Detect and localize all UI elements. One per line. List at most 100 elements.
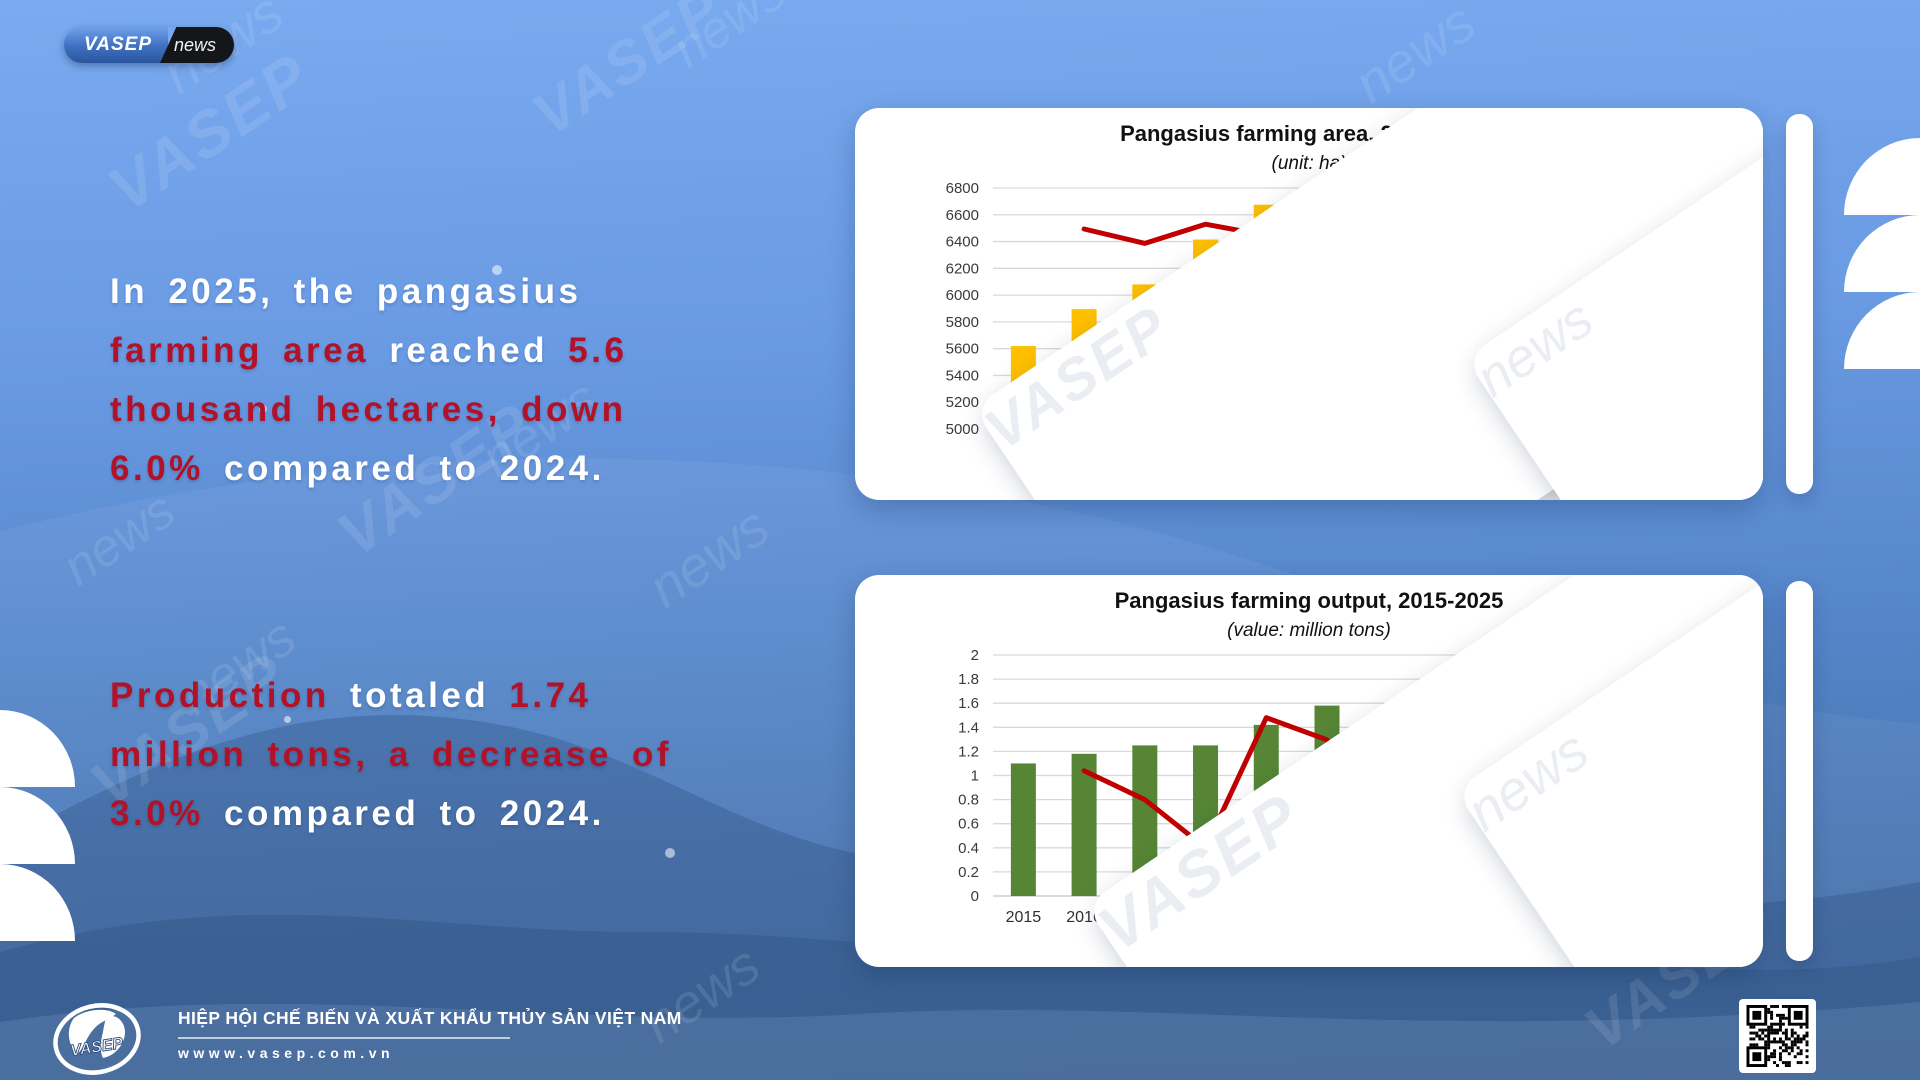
svg-text:1: 1: [971, 768, 979, 785]
headline-span: 6.0%: [110, 449, 224, 488]
svg-text:-0.1: -0.1: [1679, 341, 1705, 358]
svg-text:0.1: 0.1: [1679, 743, 1700, 760]
svg-text:2: 2: [971, 647, 979, 664]
svg-text:2024: 2024: [1552, 442, 1588, 459]
vasep-news-badge: VASEP news: [64, 27, 235, 63]
svg-text:5600: 5600: [946, 341, 979, 358]
svg-text:1.2: 1.2: [958, 743, 979, 760]
svg-text:2025: 2025: [1613, 909, 1649, 926]
svg-text:2022: 2022: [1431, 442, 1467, 459]
card-edge-sliver: [1786, 581, 1813, 961]
svg-text:0.05: 0.05: [1679, 792, 1708, 809]
svg-text:2021: 2021: [1370, 909, 1406, 926]
headline-line: thousand hectares, down: [110, 380, 627, 439]
y-axis-left-labels: 2 1.8 1.6 1.4 1.2 1 0.8 0.6 0.4 0.2 0: [958, 647, 979, 905]
svg-text:1.4: 1.4: [958, 719, 979, 736]
headline-span: totaled: [349, 676, 510, 715]
qr-code: [1739, 999, 1816, 1073]
svg-text:0.15: 0.15: [1679, 695, 1708, 712]
headline-line: Production totaled 1.74: [110, 666, 672, 725]
svg-text:6600: 6600: [946, 207, 979, 224]
svg-text:0.05: 0.05: [1679, 220, 1708, 237]
svg-text:2016: 2016: [1066, 442, 1102, 459]
badge-suffix: news: [160, 27, 235, 63]
svg-text:2019: 2019: [1248, 909, 1284, 926]
headline-line: million tons, a decrease of: [110, 725, 672, 784]
y-axis-left-labels: 6800 6600 6400 6200 6000 5800 5600 5400 5200 5000: [946, 180, 979, 438]
svg-text:1.8: 1.8: [958, 671, 979, 688]
svg-text:2015: 2015: [1006, 909, 1042, 926]
svg-text:2021: 2021: [1370, 442, 1406, 459]
svg-text:2020: 2020: [1309, 909, 1345, 926]
deco-dot: [284, 716, 291, 723]
association-name: HIỆP HỘI CHẾ BIẾN VÀ XUẤT KHẨU THỦY SẢN …: [178, 1008, 682, 1028]
bars: [1010, 204, 1644, 429]
chart-subtitle: (value: million tons): [1227, 620, 1391, 641]
svg-text:2018: 2018: [1188, 909, 1224, 926]
svg-text:-0.05: -0.05: [1679, 888, 1713, 905]
legend-label: Growth: [1295, 931, 1345, 948]
x-axis-labels: 2015 2016 2017 2018 2019 2020 2021 2022 2023 2024…: [1006, 909, 1649, 926]
svg-text:2015: 2015: [1006, 442, 1042, 459]
headline-span: Production: [110, 676, 350, 715]
headline-line: 3.0% compared to 2024.: [110, 784, 672, 843]
svg-text:0: 0: [1679, 260, 1687, 277]
farming-output-chart: Pangasius farming output, 2015-2025 (valu…: [958, 588, 1713, 948]
farming-output-chart-card: Pangasius farming output, 2015-2025 (valu…: [855, 575, 1763, 967]
svg-text:2016: 2016: [1066, 909, 1102, 926]
svg-text:1.6: 1.6: [958, 695, 979, 712]
headline-span: compared to 2024.: [224, 449, 605, 488]
card-edge-sliver: [1786, 114, 1813, 494]
website-url: wwww.vasep.com.vn: [178, 1045, 395, 1061]
chart-subtitle: (unit: ha): [1272, 153, 1347, 174]
deco-dot: [259, 405, 267, 413]
footer-divider: [178, 1037, 510, 1039]
svg-text:2019: 2019: [1248, 442, 1284, 459]
svg-text:6400: 6400: [946, 234, 979, 251]
svg-text:5800: 5800: [946, 314, 979, 331]
headline-span: In 2025, the pangasius: [110, 272, 582, 311]
headline-span: 5.6: [568, 331, 628, 370]
headline-farming-area: In 2025, the pangasius farming area reach…: [110, 262, 627, 498]
svg-text:5200: 5200: [946, 394, 979, 411]
svg-text:-0.05: -0.05: [1679, 301, 1713, 318]
svg-text:6800: 6800: [946, 180, 979, 197]
svg-text:2023: 2023: [1491, 909, 1527, 926]
x-axis-labels: 2015 2016 2017 2018 2019 2020 2021 2022 2023 2024…: [1006, 442, 1649, 459]
badge-brand: VASEP: [64, 27, 169, 63]
svg-text:-0.15: -0.15: [1679, 381, 1713, 398]
headline-span: compared to 2024.: [224, 794, 605, 833]
svg-text:0.8: 0.8: [958, 792, 979, 809]
svg-text:5000: 5000: [946, 421, 979, 438]
headline-span: reached: [389, 331, 569, 370]
svg-text:2024: 2024: [1552, 909, 1588, 926]
svg-text:0.2: 0.2: [1679, 647, 1700, 664]
farming-area-chart-card: Pangasius farming area, 2015 - 2025 (unit…: [855, 108, 1763, 500]
headline-line: In 2025, the pangasius: [110, 262, 627, 321]
qr-pattern: [1746, 1005, 1809, 1067]
headline-span: 3.0%: [110, 794, 224, 833]
farming-area-chart: Pangasius farming area, 2015 - 2025 (unit…: [946, 121, 1714, 481]
growth-line: [1081, 221, 1634, 389]
y-axis-right-labels: 0.1 0.05 0 -0.05 -0.1 -0.15 -0.2: [1679, 180, 1713, 438]
headline-line: farming area reached 5.6: [110, 321, 627, 380]
svg-text:0.6: 0.6: [958, 816, 979, 833]
svg-text:6000: 6000: [946, 287, 979, 304]
svg-text:2017: 2017: [1127, 909, 1163, 926]
vasep-logo: VASEP: [53, 1003, 141, 1075]
svg-text:5400: 5400: [946, 367, 979, 384]
deco-dot: [665, 848, 675, 858]
legend-label: Growth: [1295, 464, 1345, 481]
headline-line: 6.0% compared to 2024.: [110, 439, 627, 498]
svg-text:2017: 2017: [1127, 442, 1163, 459]
chart-title: Pangasius farming area, 2015 - 2025: [1120, 121, 1498, 146]
headline-span: thousand hectares, down: [110, 390, 627, 429]
y-axis-right-labels: 0.2 0.15 0.1 0.05 0 -0.05: [1679, 647, 1713, 905]
legend: Growth: [1253, 931, 1345, 948]
headline-span: million tons, a decrease of: [110, 735, 673, 774]
svg-text:0.4: 0.4: [958, 840, 979, 857]
headline-span: 1.74: [509, 676, 592, 715]
svg-text:2023: 2023: [1491, 442, 1527, 459]
headline-production: Production totaled 1.74 million tons, a d…: [110, 666, 672, 843]
svg-text:0: 0: [1679, 840, 1687, 857]
